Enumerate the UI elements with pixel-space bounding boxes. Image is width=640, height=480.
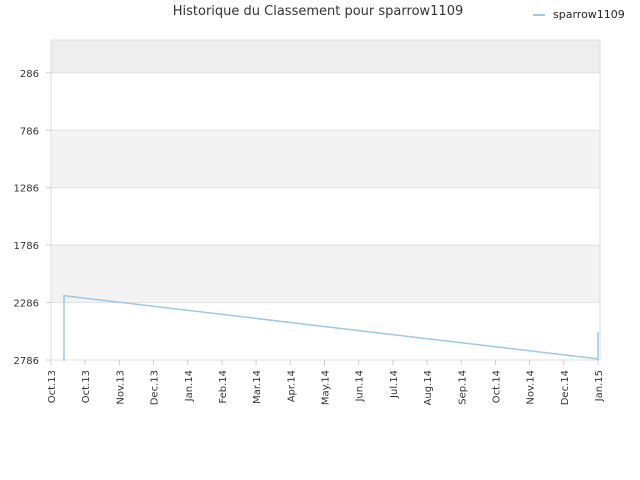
x-tick-label: Dec.14 (560, 370, 571, 405)
x-tick-label: Apr.14 (286, 370, 297, 402)
x-tick-label: Oct.14 (491, 370, 502, 403)
y-tick-label: 1286 (14, 184, 39, 195)
data-point (63, 294, 65, 297)
background-band (51, 40, 600, 73)
x-tick-label: Oct.13 (81, 370, 92, 403)
x-tick-label: Nov.13 (115, 370, 126, 405)
background-band (51, 302, 600, 360)
data-point (63, 359, 65, 361)
data-point (597, 358, 599, 360)
x-tick-label: Mar.14 (252, 370, 263, 404)
data-point (597, 331, 599, 334)
y-tick-label: 786 (20, 126, 39, 137)
background-band (51, 130, 600, 188)
x-tick-label: Nov.14 (526, 370, 537, 405)
legend: sparrow1109 (533, 8, 625, 21)
legend-line-marker (533, 13, 545, 16)
background-band (51, 72, 600, 131)
x-tick-label: Jun.14 (355, 370, 366, 403)
x-tick-label: Sep.14 (457, 370, 468, 405)
x-tick-label: Feb.14 (218, 370, 229, 404)
x-tick-label: Jan.14 (184, 370, 195, 402)
x-tick-label: Jul.14 (389, 370, 400, 399)
legend-label: sparrow1109 (553, 8, 625, 21)
y-tick-label: 286 (20, 69, 39, 80)
x-axis: Oct.13 Oct.13 Nov.13 Dec.13 Jan.14 Feb.14 Mar.… (47, 360, 605, 405)
x-tick-label: Oct.13 (47, 370, 58, 403)
background-bands (51, 40, 600, 360)
plot-area (50, 39, 601, 361)
x-tick-label: Dec.13 (150, 370, 161, 405)
background-band (51, 245, 600, 303)
x-tick-label: May.14 (321, 370, 332, 405)
y-axis: 286 786 1286 1786 2286 2786 (14, 69, 51, 367)
chart-title: Historique du Classement pour sparrow110… (172, 4, 464, 19)
y-tick-label: 1786 (14, 241, 39, 252)
background-band (51, 187, 600, 246)
series-layer (63, 294, 599, 361)
x-tick-label: Jan.15 (594, 370, 605, 402)
series-line-sparrow1109 (63, 294, 599, 360)
y-tick-label: 2786 (14, 356, 39, 367)
x-tick-label: Aug.14 (423, 370, 434, 405)
y-tick-label: 2286 (14, 299, 39, 310)
